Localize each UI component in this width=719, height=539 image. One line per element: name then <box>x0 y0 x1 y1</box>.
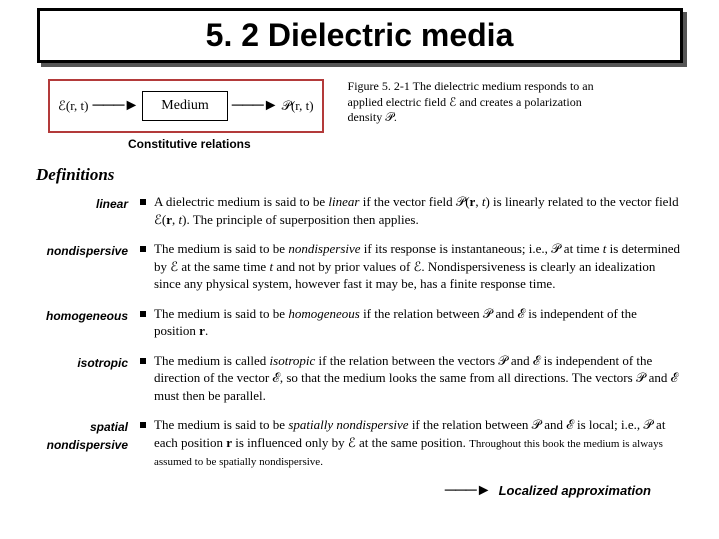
bullet-icon <box>140 422 146 428</box>
bullet-icon <box>140 358 146 364</box>
arrow-icon: ───► <box>232 97 278 115</box>
slide-title-box: 5. 2 Dielectric media <box>37 8 683 63</box>
slide-title: 5. 2 Dielectric media <box>206 17 514 53</box>
def-label: homogeneous <box>8 305 140 325</box>
medium-block: Medium <box>142 91 227 121</box>
bullet-icon <box>140 311 146 317</box>
def-text: The medium is said to be nondispersive i… <box>154 240 681 293</box>
def-text: The medium is called isotropic if the re… <box>154 352 681 405</box>
definitions-heading: Definitions <box>36 165 711 185</box>
caption-label: Figure 5. 2-1 <box>348 79 410 93</box>
def-text: The medium is said to be homogeneous if … <box>154 305 681 340</box>
localized-label: Localized approximation <box>499 483 651 498</box>
localized-row: ───► Localized approximation <box>8 482 651 500</box>
figure-row: ℰ(r, t) ───► Medium ───► 𝒫(r, t) Figure … <box>48 79 711 133</box>
figure-caption: Figure 5. 2-1 The dielectric medium resp… <box>348 79 608 126</box>
def-row-spatial-nondispersive: spatialnondispersive The medium is said … <box>8 416 681 469</box>
def-row-isotropic: isotropic The medium is called isotropic… <box>8 352 681 405</box>
def-row-nondispersive: nondispersive The medium is said to be n… <box>8 240 681 293</box>
arrow-icon: ───► <box>92 97 138 115</box>
bullet-icon <box>140 246 146 252</box>
def-label: nondispersive <box>8 240 140 260</box>
def-text: A dielectric medium is said to be linear… <box>154 193 681 228</box>
medium-diagram: ℰ(r, t) ───► Medium ───► 𝒫(r, t) <box>48 79 324 133</box>
def-row-linear: linear A dielectric medium is said to be… <box>8 193 681 228</box>
def-text: The medium is said to be spatially nondi… <box>154 416 681 469</box>
bullet-icon <box>140 199 146 205</box>
def-row-homogeneous: homogeneous The medium is said to be hom… <box>8 305 681 340</box>
diagram-output: 𝒫(r, t) <box>282 98 314 114</box>
constitutive-label: Constitutive relations <box>128 137 711 151</box>
diagram-input: ℰ(r, t) <box>58 98 88 114</box>
def-label: linear <box>8 193 140 213</box>
arrow-icon: ───► <box>445 482 491 500</box>
def-label: isotropic <box>8 352 140 372</box>
def-label: spatialnondispersive <box>8 416 140 454</box>
